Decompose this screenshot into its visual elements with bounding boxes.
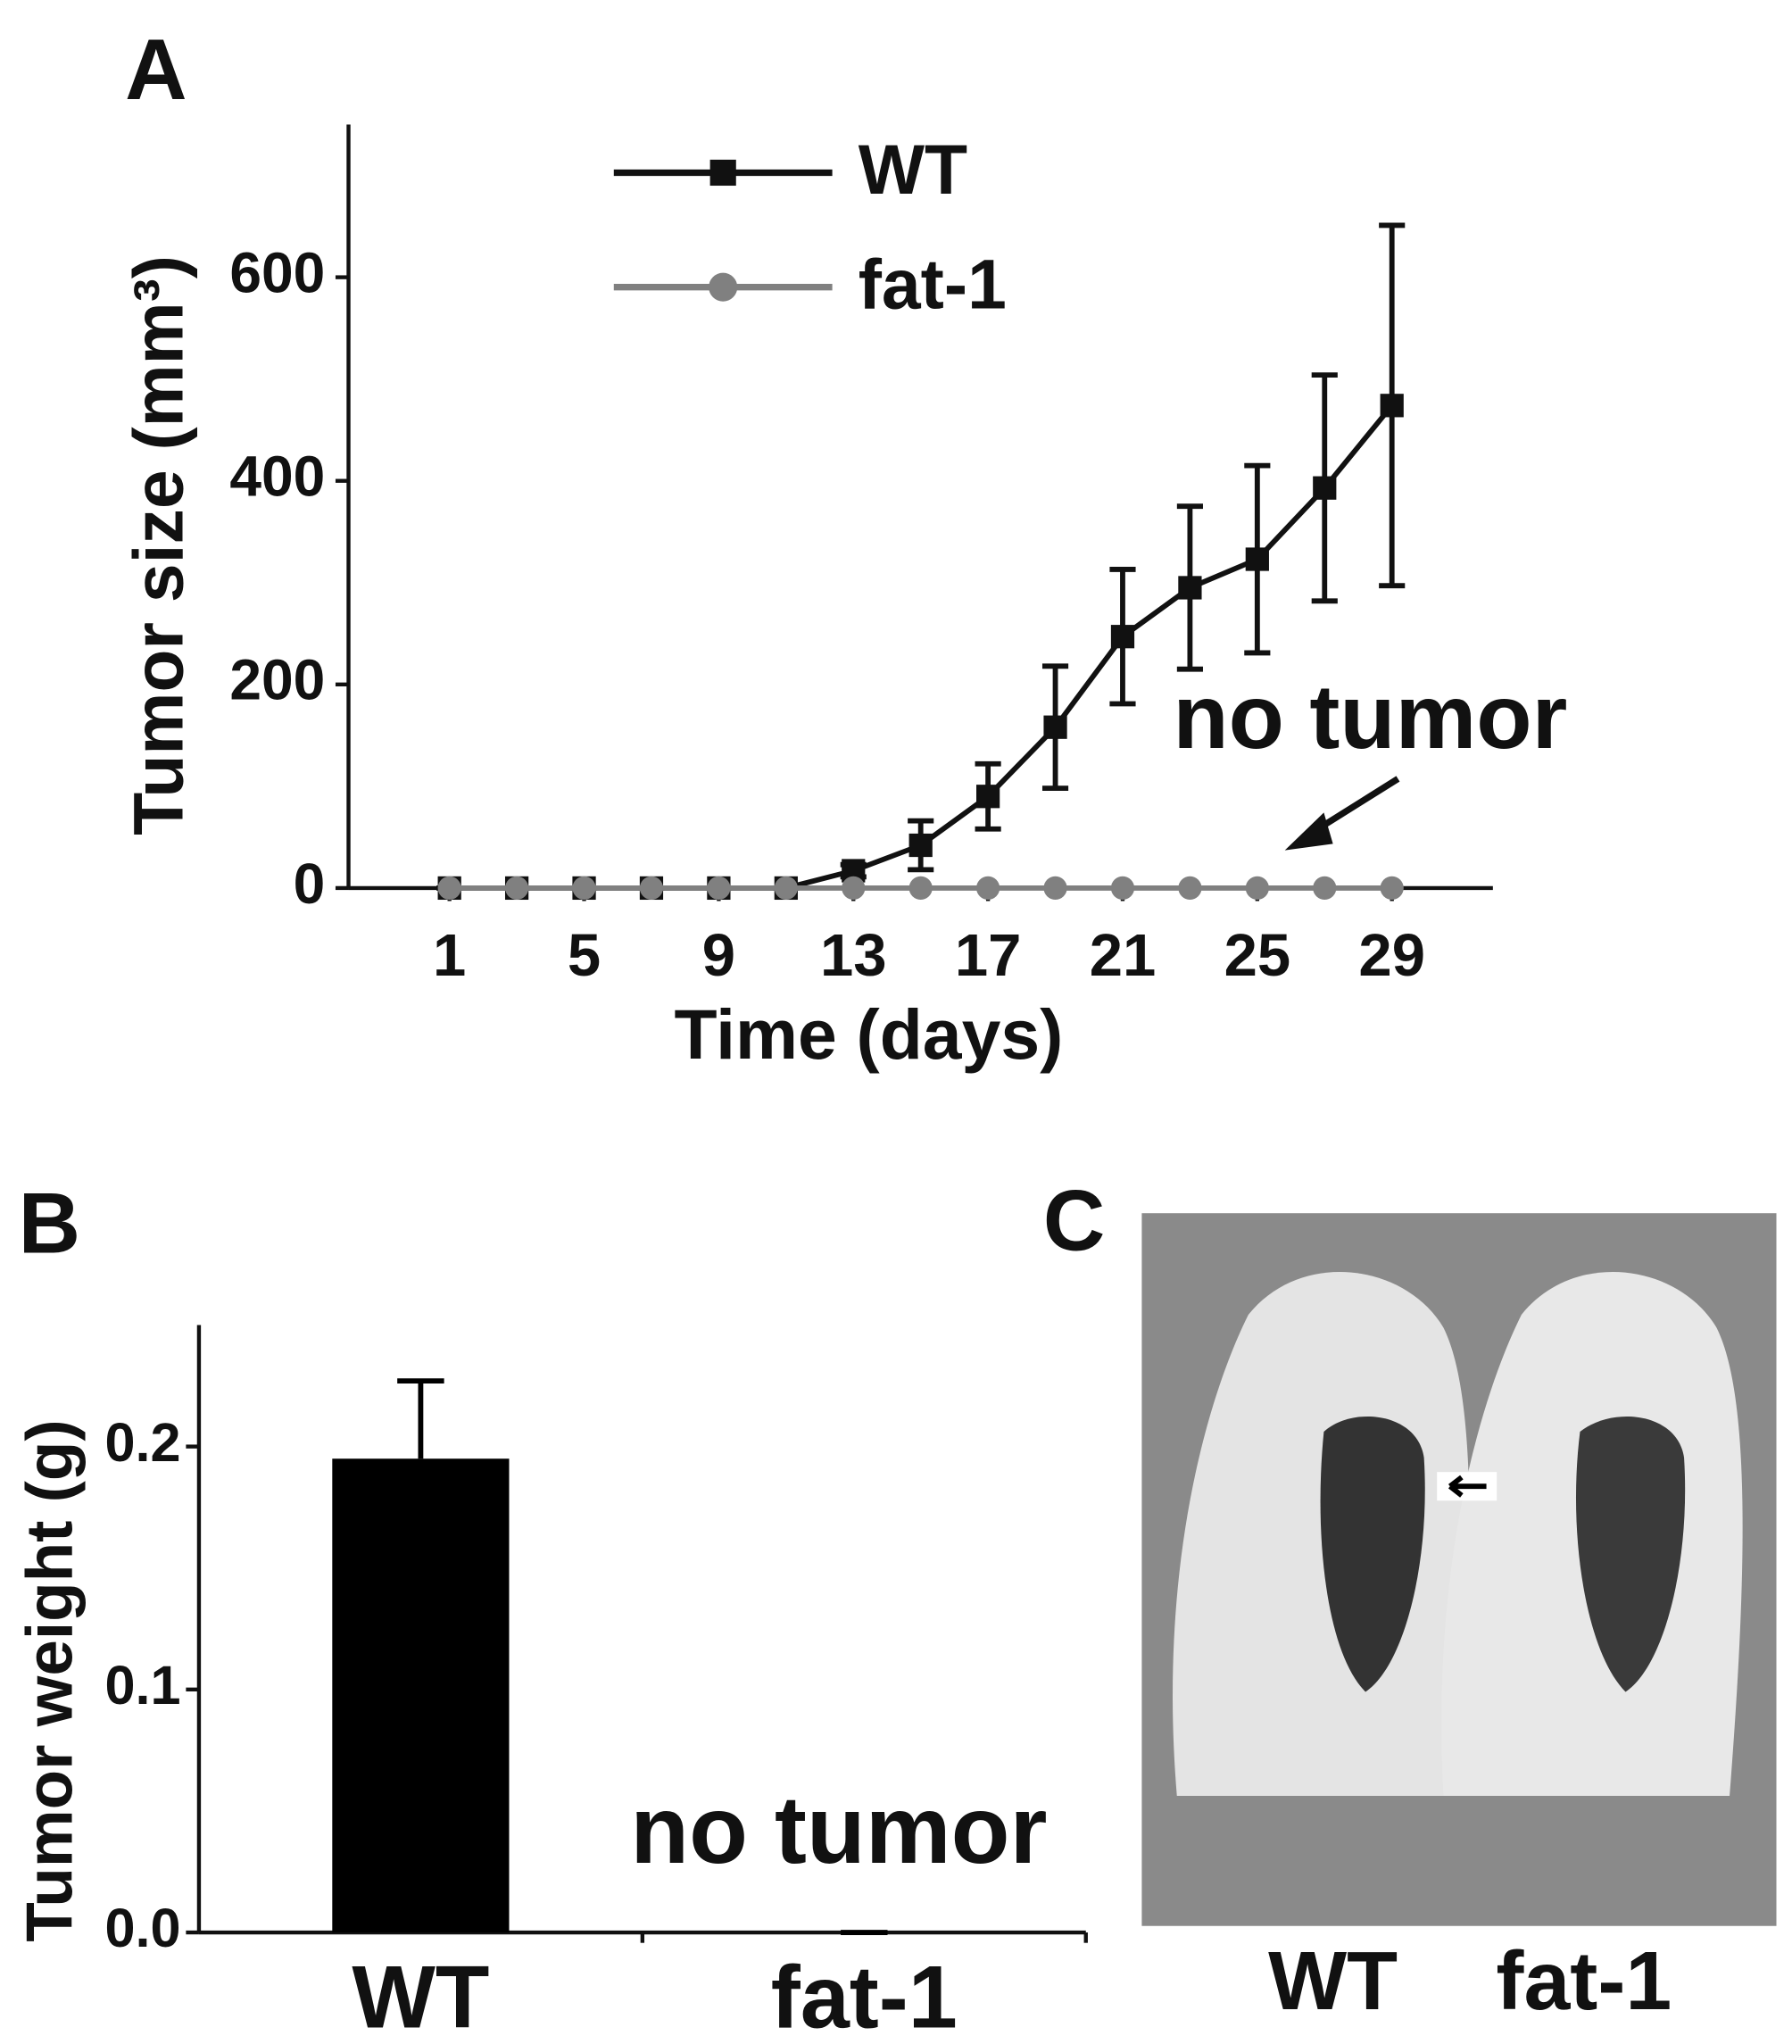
marker: [639, 876, 664, 901]
marker: [1313, 476, 1337, 500]
marker: [908, 833, 933, 858]
y-tick-label: 0: [294, 852, 326, 916]
y-tick-label: 200: [229, 648, 325, 712]
x-axis-title: Time (days): [675, 995, 1064, 1074]
y-tick-label: 600: [229, 241, 325, 305]
x-tick-label: WT: [352, 1947, 489, 2044]
marker: [842, 876, 866, 901]
panel-label: B: [19, 1176, 80, 1272]
marker: [1043, 876, 1067, 901]
y-tick-label: 0.1: [104, 1655, 180, 1716]
legend-marker: [709, 159, 736, 187]
x-tick-label: fat-1: [771, 1947, 958, 2044]
marker: [1110, 625, 1135, 649]
annotation-arrow: [1284, 776, 1400, 851]
x-tick-label: 25: [1224, 922, 1291, 989]
y-axis-title: Tumor size (mm³): [119, 255, 197, 835]
marker: [1380, 876, 1404, 901]
error-bar: [397, 1378, 444, 1459]
y-tick-label: 0.0: [104, 1898, 180, 1958]
marker: [976, 785, 1000, 809]
marker: [1313, 876, 1337, 901]
x-tick-label: 17: [955, 922, 1022, 989]
x-tick-label: 5: [568, 922, 601, 989]
marker: [1245, 876, 1269, 901]
legend-label: WT: [859, 130, 967, 209]
x-tick-label: 9: [702, 922, 735, 989]
marker: [1245, 547, 1269, 571]
legend-marker: [709, 272, 738, 302]
marker: [976, 876, 1000, 901]
x-tick-label: 29: [1358, 922, 1425, 989]
photo: [1141, 1213, 1777, 1926]
annotation: no tumor: [1173, 666, 1567, 768]
marker: [572, 876, 596, 901]
marker: [707, 876, 731, 901]
marker: [504, 876, 529, 901]
bar: [332, 1458, 510, 1933]
y-tick-label: 0.2: [104, 1412, 180, 1473]
annotation: no tumor: [630, 1775, 1047, 1883]
x-tick-label: 21: [1090, 922, 1157, 989]
marker: [1380, 394, 1404, 418]
marker: [1110, 876, 1135, 901]
x-tick-label: 13: [820, 922, 887, 989]
photo-caption: fat-1: [1496, 1934, 1672, 2027]
marker: [908, 876, 933, 901]
marker: [1178, 576, 1202, 600]
marker: [774, 876, 798, 901]
marker: [1178, 876, 1202, 901]
y-tick-label: 400: [229, 445, 325, 509]
x-tick-label: 1: [433, 922, 466, 989]
photo-caption: WT: [1268, 1934, 1398, 2027]
line: [449, 403, 1394, 891]
panel-label: C: [1043, 1174, 1105, 1269]
legend-label: fat-1: [859, 245, 1007, 323]
marker: [437, 876, 461, 901]
y-axis-title: Tumor weight (g): [13, 1419, 86, 1941]
marker: [1043, 715, 1067, 739]
panel-label: A: [125, 22, 187, 118]
